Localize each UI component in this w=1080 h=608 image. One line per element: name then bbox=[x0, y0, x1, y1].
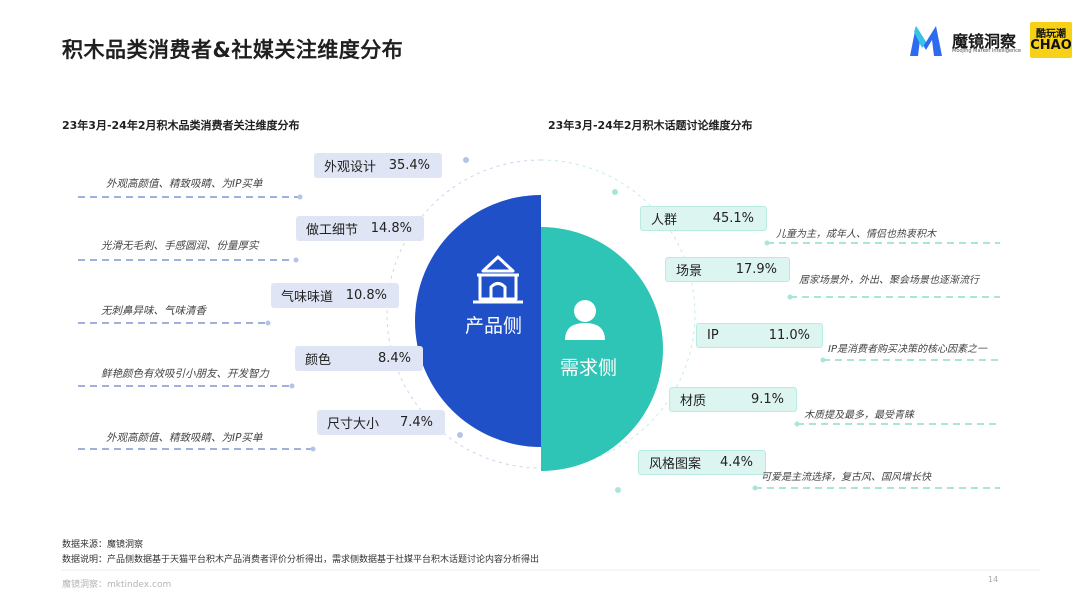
left-item-note: 外观高颜值、精致吸睛、为IP买单 bbox=[106, 432, 263, 444]
building-icon bbox=[473, 255, 523, 304]
left-item-box: 外观设计 35.4% bbox=[314, 153, 442, 178]
left-subtitle: 23年3月-24年2月积木品类消费者关注维度分布 bbox=[62, 119, 300, 132]
left-item-label: 尺寸大小 bbox=[327, 417, 380, 432]
chao-logo: 酷玩潮 CHAO bbox=[1030, 22, 1072, 58]
right-item-box: IP 11.0% bbox=[696, 323, 823, 348]
data-source: 数据来源：魔镜洞察 bbox=[62, 540, 144, 550]
left-item-box: 做工细节 14.8% bbox=[296, 216, 424, 241]
left-item-value: 35.4% bbox=[388, 158, 430, 173]
right-item-note: 居家场景外，外出、聚会场景也逐渐流行 bbox=[799, 275, 979, 286]
demand-side-half bbox=[541, 227, 663, 471]
right-item-box: 场景 17.9% bbox=[665, 257, 790, 282]
left-item-label: 外观设计 bbox=[324, 160, 377, 175]
moojing-logo: 魔镜洞察 Moojing Market Intelligence bbox=[908, 22, 1021, 62]
right-item-value: 4.4% bbox=[719, 455, 753, 470]
left-item-note: 无刺鼻异味、气味清香 bbox=[101, 305, 206, 317]
center-semicircles bbox=[415, 195, 663, 471]
logo-name: 魔镜洞察 bbox=[952, 32, 1017, 51]
left-item-note: 外观高颜值、精致吸睛、为IP买单 bbox=[106, 178, 263, 190]
chao-line2: CHAO bbox=[1030, 38, 1072, 53]
page-number: 14 bbox=[988, 575, 999, 584]
demand-side-label: 需求侧 bbox=[560, 357, 618, 379]
right-item-note: 儿童为主，成年人、情侣也热衷积木 bbox=[776, 229, 936, 240]
right-item-label: 人群 bbox=[651, 213, 678, 228]
right-item-box: 风格图案 4.4% bbox=[638, 450, 766, 475]
person-icon bbox=[565, 300, 605, 340]
right-subtitle: 23年3月-24年2月积木话题讨论维度分布 bbox=[548, 119, 753, 132]
product-side-half bbox=[415, 195, 541, 447]
right-item-value: 9.1% bbox=[750, 392, 784, 407]
left-item-note: 光滑无毛刺、手感圆润、份量厚实 bbox=[101, 240, 259, 252]
left-item-value: 14.8% bbox=[370, 221, 412, 236]
right-item-box: 人群 45.1% bbox=[640, 206, 767, 231]
logo-tagline: Moojing Market Intelligence bbox=[952, 48, 1022, 54]
left-item-box: 尺寸大小 7.4% bbox=[317, 410, 445, 435]
right-item-label: 场景 bbox=[676, 264, 703, 279]
left-item-box: 颜色 8.4% bbox=[295, 346, 423, 371]
right-item-note: IP是消费者购买决策的核心因素之一 bbox=[828, 344, 987, 355]
left-item-label: 做工细节 bbox=[306, 223, 359, 238]
right-item-label: 风格图案 bbox=[649, 457, 702, 472]
product-side-label: 产品侧 bbox=[465, 315, 523, 337]
right-item-box: 材质 9.1% bbox=[669, 387, 797, 412]
right-item-value: 11.0% bbox=[768, 328, 810, 343]
right-item-label: 材质 bbox=[680, 394, 707, 409]
right-item-value: 17.9% bbox=[735, 262, 777, 277]
right-item-value: 45.1% bbox=[712, 211, 754, 226]
left-item-note: 鲜艳颜色有效吸引小朋友、开发智力 bbox=[101, 368, 269, 380]
left-item-value: 7.4% bbox=[399, 415, 433, 430]
right-item-note: 木质提及最多，最受青睐 bbox=[804, 410, 914, 421]
site-url: 魔镜洞察：mktindex.com bbox=[62, 580, 172, 590]
left-item-label: 颜色 bbox=[305, 353, 332, 368]
left-item-box: 气味味道 10.8% bbox=[271, 283, 399, 308]
moojing-m-icon bbox=[910, 26, 942, 56]
page-title: 积木品类消费者&社媒关注维度分布 bbox=[62, 38, 404, 62]
right-item-label: IP bbox=[707, 328, 719, 343]
chao-line1: 酷玩潮 bbox=[1036, 29, 1066, 40]
left-item-value: 10.8% bbox=[345, 288, 387, 303]
left-item-label: 气味味道 bbox=[281, 290, 334, 305]
left-item-value: 8.4% bbox=[377, 351, 411, 366]
right-item-note: 可爱是主流选择，复古风、国风增长快 bbox=[761, 472, 931, 483]
data-explanation: 数据说明：产品侧数据基于天猫平台积木产品消费者评价分析得出，需求侧数据基于社媒平… bbox=[62, 555, 540, 565]
